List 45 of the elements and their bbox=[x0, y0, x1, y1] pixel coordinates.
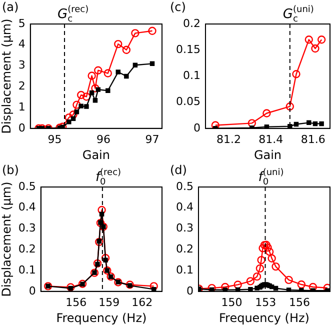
x-tick-label: 150 bbox=[221, 296, 242, 309]
x-tick-label: 81.6 bbox=[300, 132, 326, 146]
y-tick-label: 3 bbox=[18, 58, 26, 72]
x-tick-label: 97 bbox=[145, 132, 160, 146]
y-tick-label: 0.05 bbox=[176, 95, 200, 108]
x-tick-label: 162 bbox=[132, 296, 153, 309]
chart-title: (c) bbox=[170, 0, 186, 14]
y-axis-title: Displacement (μm) bbox=[0, 18, 14, 134]
y-tick-label: 0 bbox=[28, 284, 36, 298]
x-tick-label: 81.4 bbox=[258, 132, 284, 146]
x-tick-label: 95 bbox=[48, 132, 62, 146]
y-tick-label: 0.1 bbox=[182, 69, 200, 82]
x-axis-title: Gain bbox=[82, 148, 110, 162]
y-tick-label: 0.3 bbox=[176, 222, 194, 235]
chart-title: (b) bbox=[2, 163, 19, 178]
y-tick-label: 2 bbox=[18, 80, 26, 92]
y-tick-label: 0.3 bbox=[18, 222, 36, 235]
y-tick-label: 0.4 bbox=[176, 200, 194, 214]
chart-title: (d) bbox=[170, 163, 187, 178]
x-tick-label: 153 bbox=[255, 296, 276, 309]
y-tick-label: 0.4 bbox=[18, 200, 36, 214]
y-axis-title: Displacement (μm) bbox=[0, 182, 14, 297]
chart-title: (a) bbox=[2, 0, 19, 14]
y-tick-label: 0 bbox=[18, 121, 26, 134]
y-tick-label: 0.1 bbox=[176, 263, 194, 276]
y-tick-label: 0.5 bbox=[18, 180, 36, 193]
y-tick-label: 5 bbox=[18, 16, 26, 30]
y-tick-label: 0.5 bbox=[176, 180, 194, 193]
y-tick-label: 1 bbox=[18, 100, 26, 114]
y-tick-label: 0 bbox=[186, 284, 194, 298]
y-tick-label: 0.2 bbox=[182, 16, 200, 30]
y-tick-label: 0.2 bbox=[18, 242, 36, 256]
x-axis-title: Frequency (Hz) bbox=[56, 310, 147, 325]
x-axis-title: Frequency (Hz) bbox=[218, 310, 310, 325]
x-tick-label: 81.2 bbox=[216, 132, 241, 146]
y-tick-label: 0 bbox=[193, 121, 200, 134]
y-tick-label: 0.1 bbox=[18, 263, 36, 276]
x-tick-label: 96 bbox=[96, 132, 111, 146]
x-axis-title: Gain bbox=[254, 148, 282, 162]
x-tick-label: 156 bbox=[66, 296, 87, 309]
y-tick-label: 0.15 bbox=[176, 42, 200, 56]
x-tick-label: 159 bbox=[98, 296, 120, 309]
y-tick-label: 0.2 bbox=[176, 242, 194, 256]
y-tick-label: 4 bbox=[18, 38, 26, 51]
x-tick-label: 156 bbox=[288, 296, 310, 309]
